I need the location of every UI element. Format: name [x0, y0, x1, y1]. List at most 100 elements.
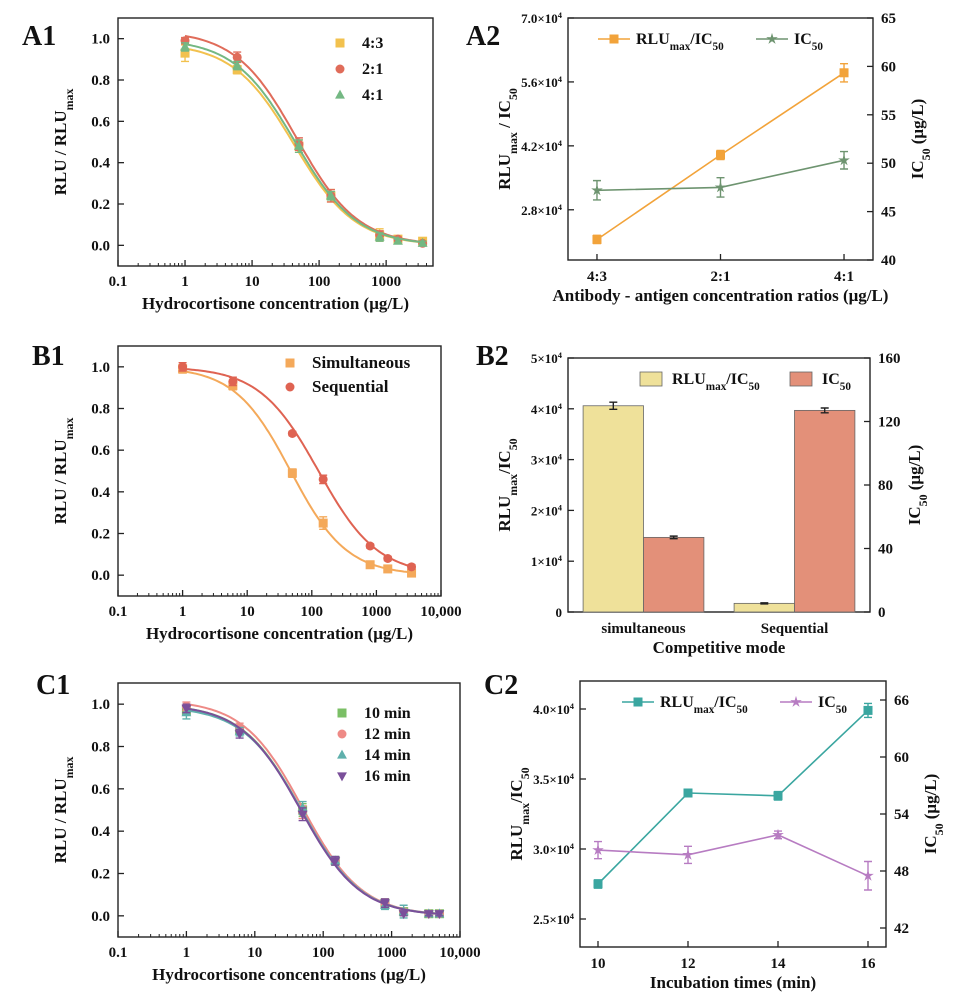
legend-marker: [337, 772, 347, 782]
bar: [794, 409, 856, 613]
x-axis-title: Antibody - antigen concentration ratios …: [553, 286, 889, 305]
data-point: [683, 788, 693, 798]
y-tick-label: 2.8×104: [521, 202, 563, 218]
y-tick-label: 0.4: [91, 824, 110, 840]
data-point: [365, 560, 375, 570]
panel-label: A1: [22, 21, 56, 52]
panel-c1: C1 0.1 1 10 100 1000 10,000 0.0 0.2 0.4 0.6 0.8 1.0 H…: [36, 670, 481, 984]
series-4-1: [180, 41, 428, 247]
fit-curve: [184, 43, 423, 244]
legend-marker: [790, 695, 802, 707]
x-tick-label: 1: [179, 604, 187, 620]
fit-curve: [184, 47, 423, 244]
y2-tick-label: 50: [881, 156, 896, 172]
x-axis-title: Hydrocortisone concentration (μg/L): [142, 294, 409, 313]
x-tick-label: 14: [771, 956, 787, 972]
data-point: [180, 48, 190, 58]
data-point: [325, 190, 336, 200]
series-4-3: [180, 44, 428, 246]
panel-label: A2: [466, 21, 500, 52]
plot-frame: [117, 345, 442, 597]
series-rlu-ratio: [592, 62, 849, 245]
y-axis-title: RLU / RLUmax: [51, 418, 76, 525]
legend-label: 10 min: [364, 705, 411, 722]
fit-curve: [182, 370, 412, 574]
legend-label: RLUmax/IC50: [660, 694, 748, 716]
series-rlu-ratio: [582, 401, 795, 613]
data-point: [178, 362, 188, 372]
y-tick-label: 0.6: [91, 782, 110, 798]
y-tick-label: 3.5×104: [533, 771, 575, 787]
data-point: [383, 554, 393, 563]
x-tick-label: 16: [861, 956, 877, 972]
fit-curve: [184, 34, 423, 243]
x-tick-label: 10,000: [420, 604, 461, 620]
data-point: [232, 60, 243, 70]
y2-tick-label: 55: [881, 108, 896, 124]
data-point: [318, 474, 328, 484]
legend: RLUmax/IC50 IC50: [622, 694, 847, 716]
data-point: [593, 879, 603, 889]
y-tick-label: 5.6×104: [521, 74, 563, 90]
legend-marker: [633, 697, 643, 707]
data-point: [180, 41, 190, 51]
x-tick-label: 4:3: [587, 269, 607, 285]
y-axis-title: RLUmax/IC50: [507, 767, 532, 860]
x-tick-label: 100: [308, 274, 331, 290]
y-tick-label: 3×104: [531, 452, 563, 468]
data-point: [318, 518, 328, 528]
data-point: [398, 910, 409, 920]
y2-tick-label: 60: [894, 750, 909, 766]
data-point: [330, 857, 341, 867]
data-point: [392, 235, 403, 245]
y-tick-label: 1.0: [91, 360, 110, 376]
data-point: [716, 150, 725, 160]
legend: 10 min 12 min 14 min 16 min: [337, 705, 411, 785]
x-tick-label: Sequential: [761, 621, 829, 637]
y2-axis-title: IC50 (μg/L): [905, 445, 930, 526]
data-point: [380, 899, 390, 909]
error-bar: [609, 401, 618, 411]
panel-b1: B1 0.1 1 10 100 1000 10,000 0.0 0.2 0.4 0.6 0.8 1.0 H…: [32, 341, 462, 643]
data-point: [772, 828, 784, 840]
y2-tick-label: 66: [894, 693, 910, 709]
series-ic50: [643, 407, 856, 613]
series-ic50: [591, 150, 850, 201]
y2-tick-label: 42: [894, 921, 909, 937]
y-tick-label: 0: [556, 605, 563, 620]
panel-a2: A2 2.8×104 4.2×104 5.6×104 7.0×104 40 45 50 55 60…: [466, 10, 933, 305]
y-axis-title: RLU / RLUmax: [51, 757, 76, 864]
bar: [643, 536, 705, 613]
x-tick-label: 0.1: [109, 945, 128, 961]
legend-label: RLUmax/IC50: [672, 371, 760, 393]
legend-label: IC50: [818, 694, 847, 716]
legend-label: 12 min: [364, 726, 411, 743]
data-point: [287, 468, 297, 478]
legend: 4:3 2:1 4:1: [335, 35, 383, 104]
legend-label: 14 min: [364, 747, 411, 764]
y-tick-label: 1.0: [91, 697, 110, 713]
y2-tick-label: 40: [878, 542, 893, 558]
x-tick-label: 100: [301, 604, 324, 620]
x-tick-label: 10: [591, 956, 606, 972]
y-tick-label: 0.8: [91, 73, 110, 89]
panel-label: B2: [476, 341, 509, 372]
data-point: [591, 184, 603, 196]
data-point: [374, 231, 385, 241]
panel-b2: B2 0 1×104 2×104 3×104 4×104 5×104 0 40 80 120 160 s…: [476, 341, 930, 657]
y2-axis-title: IC50 (μg/L): [908, 99, 933, 180]
y2-tick-label: 160: [878, 351, 901, 367]
data-point: [839, 68, 849, 78]
y-axis-title: RLUmax / IC50: [495, 88, 520, 190]
y-tick-label: 0.0: [91, 909, 110, 925]
y-tick-label: 0.0: [91, 568, 110, 584]
y2-tick-label: 120: [878, 415, 901, 431]
legend: RLUmax/IC50 IC50: [598, 31, 823, 53]
y-tick-label: 0.2: [91, 867, 110, 883]
plot-frame: [117, 682, 461, 938]
y-tick-label: 0.2: [91, 527, 110, 543]
legend-marker: [335, 64, 345, 74]
data-point: [682, 848, 694, 860]
series-simultaneous: [178, 364, 417, 578]
y2-tick-label: 80: [878, 478, 893, 494]
